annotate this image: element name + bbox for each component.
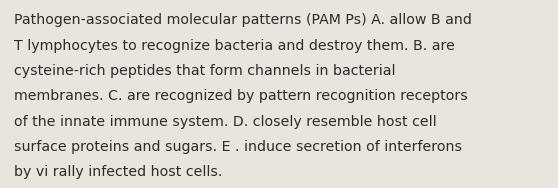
Text: of the innate immune system. D. closely resemble host cell: of the innate immune system. D. closely …	[14, 115, 436, 129]
Text: membranes. C. are recognized by pattern recognition receptors: membranes. C. are recognized by pattern …	[14, 89, 468, 103]
Text: Pathogen-associated molecular patterns (PAM Ps) A. allow B and: Pathogen-associated molecular patterns (…	[14, 13, 472, 27]
Text: T lymphocytes to recognize bacteria and destroy them. B. are: T lymphocytes to recognize bacteria and …	[14, 39, 455, 52]
Text: surface proteins and sugars. E . induce secretion of interferons: surface proteins and sugars. E . induce …	[14, 140, 462, 154]
Text: cysteine-rich peptides that form channels in bacterial: cysteine-rich peptides that form channel…	[14, 64, 396, 78]
Text: by vi rally infected host cells.: by vi rally infected host cells.	[14, 165, 222, 179]
